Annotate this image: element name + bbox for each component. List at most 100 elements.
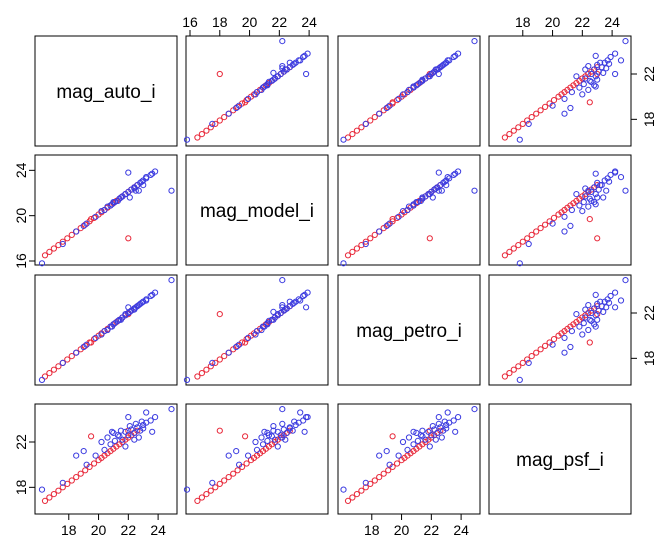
point-g1-23-r1-c2 [399, 208, 407, 215]
top-tick-label-c3-18: 18 [515, 14, 531, 30]
bottom-tick-label-c2-20: 20 [394, 522, 410, 538]
point-g0-11-r3-c2 [394, 460, 401, 467]
point-g1-31-r2-c3 [525, 359, 532, 366]
point-g0-2-r3-c2 [353, 491, 360, 498]
diagonal-label-petro: mag_petro_i [356, 321, 462, 342]
point-g0-4-r3-c0 [59, 484, 66, 491]
point-g1-32-r2-c3 [573, 311, 580, 318]
point-g1-1-r2-c0 [92, 334, 99, 341]
point-g1-31-r3-c1 [209, 479, 216, 486]
point-g1-16-r2-c3 [612, 289, 619, 296]
point-g0-27-r1-c3 [594, 235, 601, 242]
point-g1-4-r3-c2 [414, 437, 421, 444]
point-g1-7-r3-c2 [425, 428, 432, 435]
point-g0-5-r2-c3 [524, 356, 531, 363]
point-g1-6-r3-c1 [271, 436, 278, 443]
point-g1-1-r1-c0 [92, 213, 99, 220]
point-g1-20-r0-c1 [279, 65, 286, 72]
point-g1-33-r2-c1 [282, 306, 289, 313]
point-g1-36-r3-c1 [261, 428, 268, 435]
point-g1-36-r1-c0 [108, 201, 116, 208]
point-g1-28-r0-c1 [297, 57, 304, 64]
point-g1-21-r2-c1 [279, 302, 286, 309]
point-g1-23-r0-c1 [252, 91, 259, 98]
point-g1-20-r1-c3 [603, 187, 610, 194]
point-g1-19-r0-c1 [270, 69, 277, 77]
diagonal-label-auto: mag_auto_i [56, 82, 155, 103]
point-g1-21-r3-c2 [438, 434, 445, 441]
point-g1-10-r2-c3 [591, 305, 598, 312]
panel-frame-3-0 [34, 403, 178, 515]
point-g0-9-r3-c1 [234, 467, 241, 474]
point-g1-29-r0-c1 [279, 38, 286, 45]
point-g1-19-r2-c3 [600, 308, 607, 315]
point-g0-4-r2-c1 [212, 359, 219, 366]
point-g0-27-r1-c0 [125, 235, 132, 242]
point-g1-6-r2-c3 [582, 314, 589, 321]
point-g0-4-r1-c3 [519, 238, 526, 245]
point-g1-33-r3-c2 [432, 436, 439, 443]
point-g0-6-r3-c0 [68, 477, 75, 484]
point-g1-19-r3-c0 [126, 423, 133, 430]
point-g1-36-r2-c3 [592, 323, 599, 330]
point-g1-8-r1-c3 [588, 188, 595, 195]
point-g1-5-r3-c0 [116, 433, 123, 440]
point-g1-33-r2-c0 [131, 306, 138, 313]
point-g0-4-r2-c3 [519, 359, 526, 366]
point-g1-25-r0-c1 [233, 104, 240, 112]
point-g1-21-r0-c1 [279, 63, 286, 70]
point-g0-0-r3-c2 [344, 497, 352, 504]
point-g1-22-r2-c0 [140, 298, 147, 305]
point-g1-18-r2-c3 [594, 316, 601, 323]
point-g1-26-r0-c1 [225, 110, 232, 117]
point-g0-5-r1-c2 [367, 235, 374, 242]
point-g1-31-r1-c0 [59, 240, 66, 248]
point-g1-25-r2-c0 [80, 343, 87, 351]
point-g0-0-r1-c3 [501, 252, 508, 259]
point-g1-22-r2-c3 [597, 298, 604, 305]
point-g1-32-r1-c2 [426, 191, 433, 198]
panel-frame-1-0 [34, 154, 178, 266]
point-g0-9-r2-c3 [542, 342, 549, 349]
point-g1-37-r3-c0 [138, 418, 145, 425]
point-g0-11-r2-c1 [243, 336, 250, 343]
point-g1-22-r3-c0 [140, 425, 147, 432]
point-g1-30-r1-c0 [38, 260, 46, 267]
top-tick-label-c1-24: 24 [301, 14, 317, 30]
point-g1-37-r2-c3 [606, 299, 613, 306]
point-g0-3-r0-c3 [515, 124, 522, 131]
point-g0-9-r0-c1 [234, 103, 241, 111]
point-g1-31-r3-c0 [59, 479, 66, 486]
point-g1-19-r0-c3 [600, 69, 607, 77]
point-g1-22-r0-c1 [286, 59, 293, 66]
bottom-tick-label-c2-18: 18 [364, 522, 380, 538]
panel-frame-1-1 [185, 154, 329, 266]
point-g1-18-r1-c3 [594, 194, 601, 201]
point-g0-8-r3-c2 [380, 470, 387, 477]
point-g1-1-r3-c2 [395, 452, 402, 459]
point-g1-23-r3-c0 [98, 438, 105, 446]
bottom-tick-label-c0-20: 20 [91, 522, 107, 538]
point-g1-0-r2-c3 [549, 341, 556, 348]
point-g0-0-r2-c3 [501, 373, 508, 380]
point-g0-2-r0-c1 [203, 127, 210, 134]
point-g0-6-r2-c1 [221, 353, 228, 360]
point-g1-25-r3-c1 [233, 448, 240, 455]
point-g1-4-r2-c3 [580, 320, 587, 327]
point-g0-1-r2-c3 [506, 370, 513, 377]
right-tick-label-r2-18: 18 [641, 350, 657, 366]
point-g0-1-r1-c0 [46, 248, 53, 255]
point-g0-26-r3-c0 [88, 433, 95, 440]
point-g1-19-r0-c2 [429, 69, 436, 77]
bottom-tick-label-c0-18: 18 [61, 522, 77, 538]
point-g1-27-r3-c2 [435, 414, 442, 421]
point-g1-34-r3-c2 [452, 428, 459, 435]
top-tick-label-c3-22: 22 [575, 14, 591, 30]
point-g1-24-r3-c1 [258, 434, 265, 441]
bottom-tick-label-c2-22: 22 [424, 522, 440, 538]
point-g1-1-r1-c3 [561, 213, 568, 220]
point-g1-24-r0-c3 [585, 86, 592, 94]
point-g1-24-r2-c0 [104, 326, 111, 334]
point-g1-37-r2-c1 [291, 299, 298, 306]
point-g1-28-r3-c2 [444, 409, 451, 416]
